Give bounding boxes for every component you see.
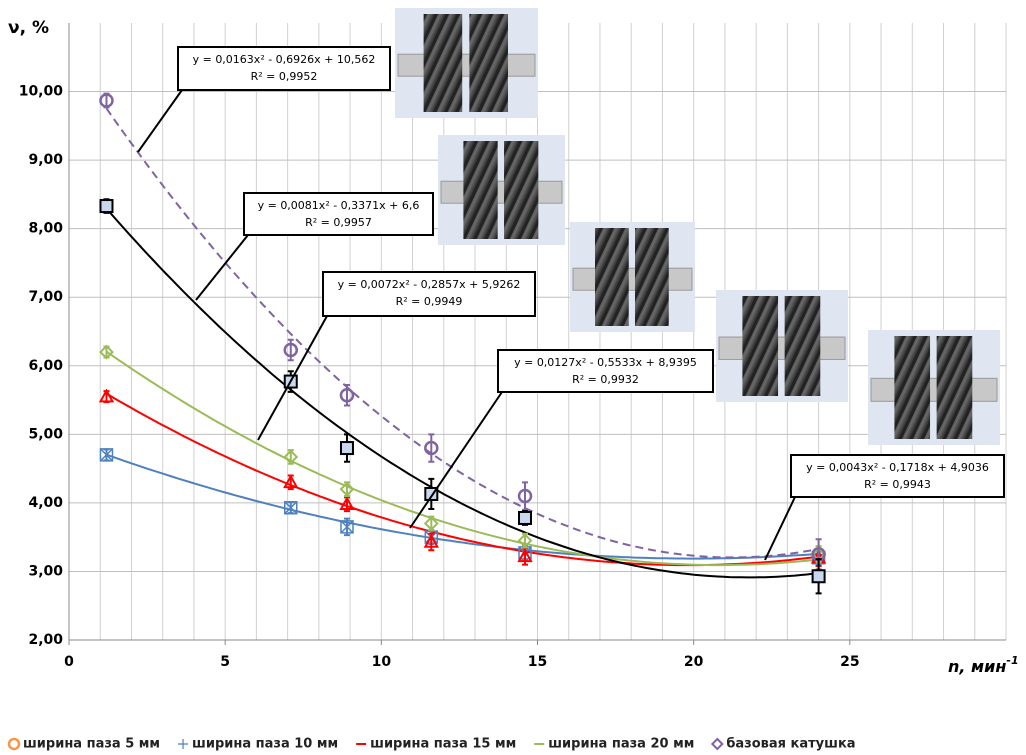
trendline [107,455,819,559]
legend-label: ширина паза 10 мм [192,737,338,752]
leader-line [410,392,502,528]
gear-right [504,141,538,239]
y-tick-label: 5,00 [28,426,63,442]
annotation-equation: y = 0,0163x² - 0,6926x + 10,562 [193,53,376,66]
annotation-r2: R² = 0,9932 [572,373,639,386]
point [341,442,353,454]
annotation-r2: R² = 0,9949 [396,295,463,308]
leader-line [138,90,182,152]
annotation-equation: y = 0,0081x² - 0,3371x + 6,6 [258,199,420,212]
point [100,200,112,212]
y-tick-label: 9,00 [28,152,63,168]
shaft [871,378,997,401]
chart: ν, % n, мин-1 2,00 3,00 4,00 5,00 6,00 7,00 8,… [0,0,1026,755]
y-tick-label: 8,00 [28,221,63,237]
shaft [573,268,692,290]
annotation-r2: R² = 0,9943 [864,478,931,491]
annotation-r2: R² = 0,9952 [251,70,318,83]
x-tick-label: 10 [372,654,392,670]
shaft [719,337,845,359]
gear-left [742,296,778,396]
legend-label: ширина паза 20 мм [548,737,694,752]
annotation-r2: R² = 0,9957 [305,216,372,229]
y-tick-label: 3,00 [28,563,63,579]
gear-left [463,141,497,239]
leader-line [765,497,795,560]
shaft [398,54,535,76]
legend-label: ширина паза 15 мм [370,737,516,752]
x-axis-label-main: n, мин [948,657,1006,676]
annotation-equation: y = 0,0072x² - 0,2857x + 5,9262 [338,278,521,291]
x-tick-label: 15 [528,654,547,670]
legend-label: базовая катушка [726,737,855,752]
y-tick-label: 4,00 [28,495,63,511]
gear-right [785,296,821,396]
annotation-equation: y = 0,0127x² - 0,5533x + 8,9395 [514,356,697,369]
x-tick-label: 5 [220,654,230,670]
point [519,512,531,524]
legend-marker [712,739,722,749]
shaft [441,181,562,203]
gear-left [595,228,629,326]
y-tick-label: 7,00 [28,289,63,305]
legend-marker [9,739,19,749]
y-tick-label: 10,00 [19,84,64,100]
x-tick-label: 25 [840,654,859,670]
x-axis-label: n, мин-1 [948,654,1019,676]
x-tick-label: 0 [64,654,74,670]
leader-line [196,235,248,300]
annotation-equation: y = 0,0043x² - 0,1718x + 4,9036 [806,461,989,474]
y-tick-label: 6,00 [28,358,63,374]
gear-right [469,14,508,112]
legend-marker [178,739,188,749]
gear-right [635,228,669,326]
x-tick-label: 20 [684,654,704,670]
error-bar [428,434,434,461]
y-tick-label: 2,00 [28,632,63,648]
legend-label: ширина паза 5 мм [23,737,160,752]
gear-left [894,336,930,439]
gear-left [424,14,463,112]
y-axis-label: ν, % [8,18,49,38]
error-bar [522,482,528,509]
point [813,570,825,582]
gear-right [937,336,973,439]
x-axis-label-sup: -1 [1006,654,1018,667]
